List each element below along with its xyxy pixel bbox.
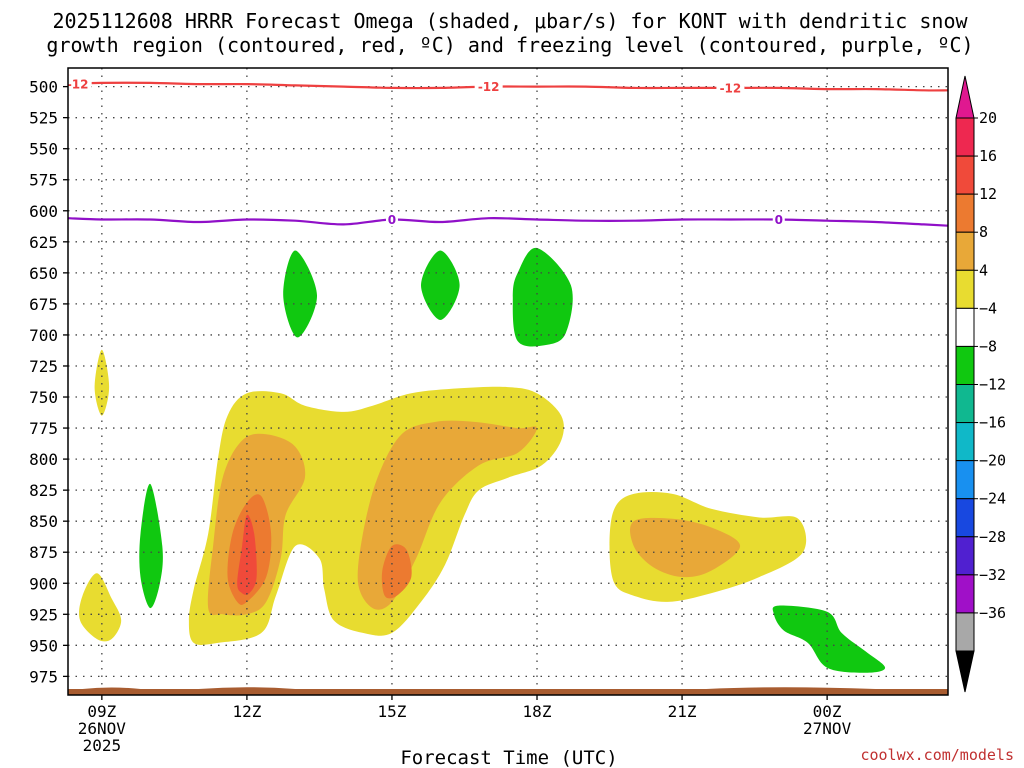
dgz-minus-12-label-bg-2 — [716, 80, 745, 95]
dgz-minus-12-label-bg-1 — [474, 79, 503, 94]
x-tick-label-15-0: 15Z — [378, 702, 407, 721]
x-tick-label-9-0: 09Z — [87, 702, 116, 721]
omega-green-2 — [421, 250, 460, 320]
omega-shading — [79, 247, 886, 673]
colorbar-box-4 — [955, 269, 975, 309]
credit-text: coolwx.com/models — [860, 746, 1014, 764]
freezing-level-0-label-bg-0 — [385, 212, 398, 227]
y-tick-label-725: 725 — [29, 357, 58, 376]
colorbar-label-11: −28 — [979, 528, 1006, 546]
colorbar-label-4: 4 — [979, 261, 988, 279]
omega-green-3 — [512, 247, 573, 347]
colorbar-label-12: −32 — [979, 566, 1006, 584]
dgz-minus-12-label-bg-0 — [63, 76, 92, 91]
colorbar: 20 16 12 8 4 −4 −8 −12 −16 −20 −24 −28 −32 −36 — [955, 75, 1006, 693]
x-tick-label-18-0: 18Z — [523, 702, 552, 721]
colorbar-box-6 — [955, 345, 975, 385]
y-tick-label-675: 675 — [29, 295, 58, 314]
colorbar-label-10: −24 — [979, 490, 1006, 508]
plot-frame — [67, 67, 949, 696]
omega-green-5 — [772, 605, 886, 673]
y-tick-label-975: 975 — [29, 667, 58, 686]
colorbar-box-2 — [955, 193, 975, 233]
colorbar-box-9 — [955, 460, 975, 500]
dgz-minus-12-line — [67, 81, 949, 92]
x-tick-label-24-0: 00Z — [813, 702, 842, 721]
y-tick-label-700: 700 — [29, 326, 58, 345]
colorbar-label-6: −8 — [979, 337, 997, 355]
contour-lines: -12 -12 -12 0 0 — [63, 76, 949, 227]
y-tick-label-500: 500 — [29, 78, 58, 97]
colorbar-label-9: −20 — [979, 452, 1006, 470]
colorbar-bottom-arrow — [955, 650, 975, 693]
omega-yellow-small-lower — [79, 573, 122, 642]
freezing-level-0-label-bg-1 — [772, 212, 785, 227]
y-tick-label-775: 775 — [29, 419, 58, 438]
colorbar-label-8: −16 — [979, 414, 1006, 432]
dgz-minus-12-label-2: -12 — [720, 81, 742, 95]
chart-title-line1: 2025112608 HRRR Forecast Omega (shaded, … — [52, 9, 968, 33]
omega-orange-dark-middle — [381, 544, 412, 599]
x-tick-label-21-0: 21Z — [668, 702, 697, 721]
colorbar-box-3 — [955, 231, 975, 271]
y-tick-label-550: 550 — [29, 140, 58, 159]
y-tick-label-800: 800 — [29, 450, 58, 469]
y-axis: 500 525 550 575 600 625 650 675 700 725 750 775 800 8… — [29, 78, 68, 686]
freezing-level-0-label-1: 0 — [775, 213, 783, 227]
chart-title-line2: growth region (contoured, red, ºC) and f… — [46, 33, 973, 57]
omega-orange-east — [630, 517, 741, 578]
colorbar-box-1 — [955, 155, 975, 195]
x-tick-label-24-1: 27NOV — [803, 719, 852, 738]
x-axis-label: Forecast Time (UTC) — [400, 747, 617, 768]
colorbar-label-3: 8 — [979, 223, 988, 241]
terrain-layer — [68, 687, 948, 695]
colorbar-label-2: 12 — [979, 185, 997, 203]
colorbar-label-1: 16 — [979, 147, 997, 165]
y-tick-label-525: 525 — [29, 109, 58, 128]
omega-green-1 — [283, 250, 318, 338]
x-tick-label-12-0: 12Z — [232, 702, 261, 721]
y-tick-label-625: 625 — [29, 233, 58, 252]
y-tick-label-600: 600 — [29, 202, 58, 221]
colorbar-box-10 — [955, 498, 975, 538]
colorbar-label-7: −12 — [979, 376, 1006, 394]
colorbar-box-13 — [955, 612, 975, 652]
y-tick-label-575: 575 — [29, 171, 58, 190]
y-tick-label-925: 925 — [29, 605, 58, 624]
colorbar-label-5: −4 — [979, 299, 997, 317]
y-tick-label-900: 900 — [29, 574, 58, 593]
y-tick-label-825: 825 — [29, 481, 58, 500]
x-tick-label-9-1: 26NOV — [78, 719, 127, 738]
colorbar-top-arrow — [955, 75, 975, 119]
colorbar-box-8 — [955, 422, 975, 462]
colorbar-label-13: −36 — [979, 604, 1006, 622]
freezing-level-0-label-0: 0 — [388, 213, 396, 227]
y-tick-label-650: 650 — [29, 264, 58, 283]
dgz-minus-12-label-1: -12 — [478, 80, 500, 94]
freezing-level-0-line — [67, 217, 949, 227]
dgz-minus-12-label-0: -12 — [67, 77, 89, 91]
y-tick-label-950: 950 — [29, 636, 58, 655]
terrain-band — [68, 689, 948, 695]
omega-green-4 — [139, 483, 163, 609]
colorbar-box-0 — [955, 117, 975, 157]
terrain-bump-2 — [198, 687, 296, 689]
colorbar-label-0: 20 — [979, 109, 997, 127]
terrain-bump-3 — [706, 687, 876, 689]
terrain-bump-1 — [82, 687, 141, 689]
y-tick-label-875: 875 — [29, 543, 58, 562]
y-tick-label-850: 850 — [29, 512, 58, 531]
omega-red-west — [237, 514, 257, 595]
colorbar-box-5 — [955, 307, 975, 347]
colorbar-box-11 — [955, 536, 975, 576]
x-tick-label-9-2: 2025 — [83, 736, 122, 755]
colorbar-box-7 — [955, 384, 975, 424]
y-tick-label-750: 750 — [29, 388, 58, 407]
colorbar-box-12 — [955, 574, 975, 614]
